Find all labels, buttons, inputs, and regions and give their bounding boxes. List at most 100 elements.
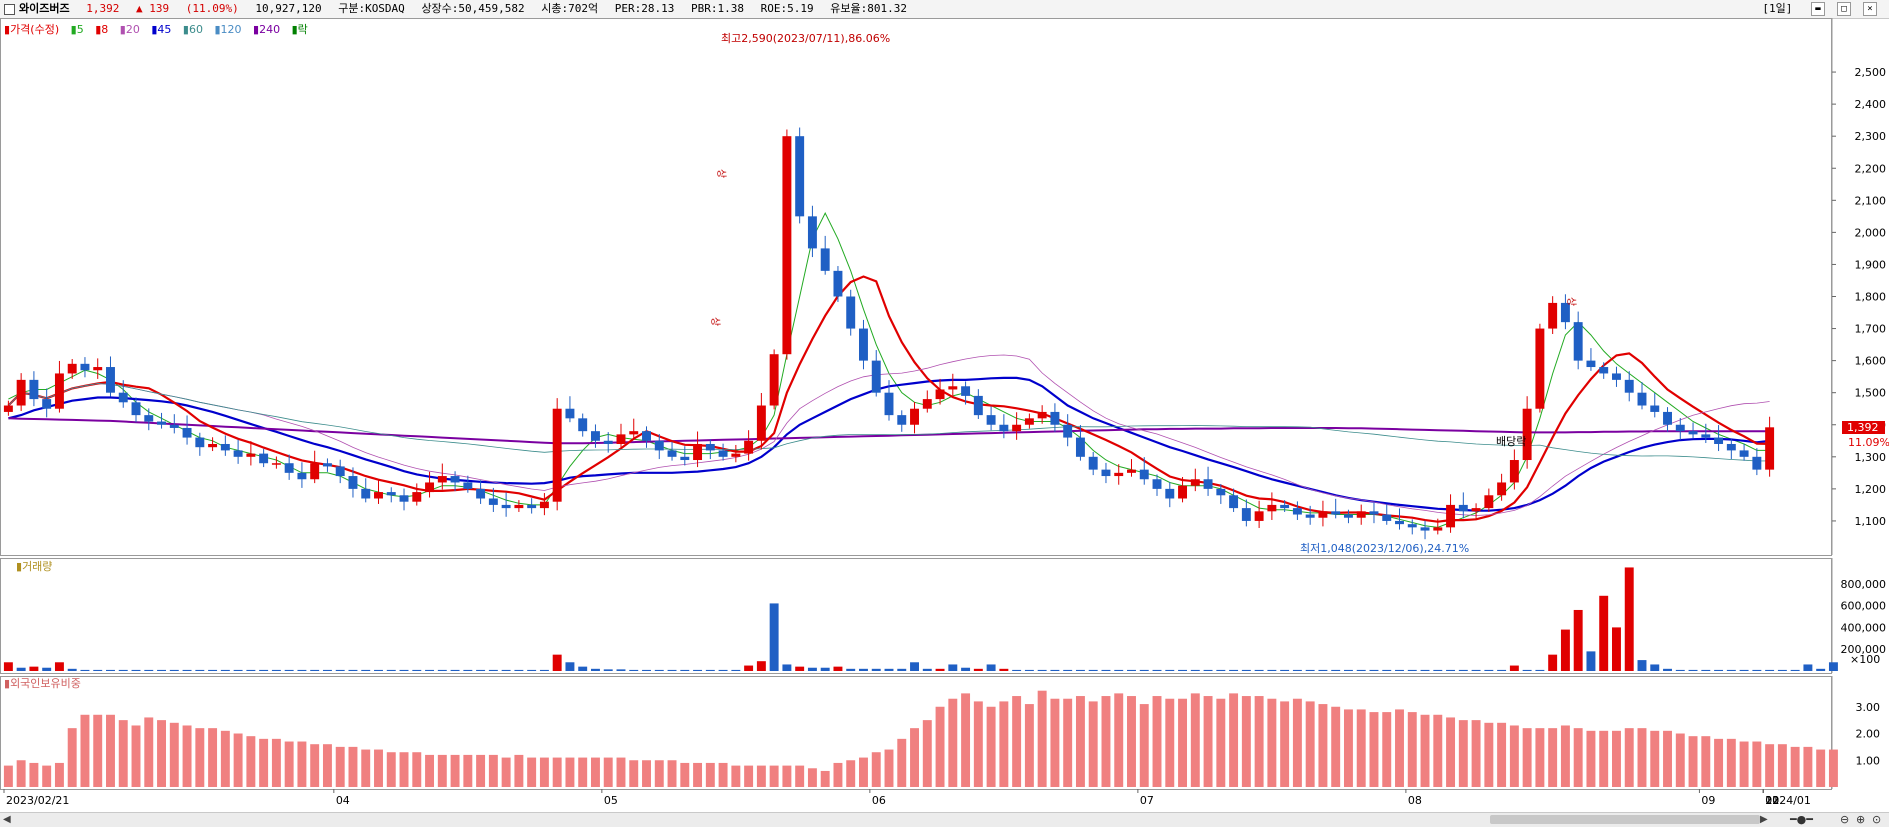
foreign-ratio-bar: [1382, 712, 1392, 787]
foreign-ratio-bar: [1292, 698, 1302, 787]
candle-body: [1024, 418, 1034, 425]
volume-bar: [16, 667, 26, 671]
candle-body: [1127, 469, 1136, 473]
volume-bar: [195, 669, 205, 671]
volume-bar: [1471, 669, 1481, 671]
minimize-icon[interactable]: ▬: [1811, 2, 1825, 16]
foreign-ratio-bar: [782, 765, 792, 787]
high-annotation: 최고2,590(2023/07/11),86.06%: [721, 32, 890, 45]
candle-body: [437, 476, 447, 483]
foreign-ratio-bar: [1560, 725, 1570, 787]
legend-ma120[interactable]: ▮120: [214, 23, 242, 36]
legend-ma8[interactable]: ▮8: [95, 23, 109, 36]
volume-tick-label: 600,000: [1841, 600, 1887, 613]
foreign-ratio-bar: [1548, 728, 1558, 787]
candle-body: [501, 504, 511, 509]
candle-body: [973, 395, 983, 416]
volume-bar: [897, 668, 907, 671]
axes: 1,1001,2001,3001,4001,5001,6001,7001,800…: [3, 66, 1887, 807]
candle-body: [1190, 479, 1200, 486]
legend-ma45[interactable]: ▮45: [151, 23, 172, 36]
foreign-ratio-bar: [1535, 728, 1545, 787]
horizontal-scrollbar[interactable]: ◀ ▶ ━●━ ⊖ ⊕ ⊙: [0, 812, 1889, 827]
zoom-out-icon[interactable]: ⊖: [1840, 813, 1850, 826]
candle-body: [1522, 408, 1532, 461]
candle-body: [833, 270, 843, 297]
candle-body: [603, 440, 613, 444]
candle-body: [54, 373, 64, 409]
zoom-slider-icon[interactable]: ━●━: [1790, 813, 1813, 826]
foreign-ratio-bar: [1663, 730, 1672, 787]
volume-bar: [1446, 669, 1456, 671]
volume-bar: [1828, 662, 1838, 671]
candle-body: [667, 450, 677, 457]
foreign-ratio-bar: [1586, 730, 1596, 787]
legend-price[interactable]: ▮가격(수정): [4, 23, 60, 36]
foreign-ratio-bar: [629, 760, 639, 787]
foreign-ratio-bar: [220, 730, 230, 787]
foreign-ratio-bar: [1407, 712, 1417, 787]
legend-ma60[interactable]: ▮60: [182, 23, 203, 36]
candle-body: [1573, 322, 1583, 361]
legend-ex[interactable]: ▮락: [291, 23, 308, 36]
foreign-ratio-bar: [42, 765, 52, 787]
scroll-thumb[interactable]: [1490, 815, 1760, 824]
volume-bar: [756, 661, 766, 671]
volume-bar: [488, 669, 498, 671]
volume-bar: [629, 669, 639, 671]
foreign-ratio-bars: [3, 690, 1838, 787]
maximize-icon[interactable]: □: [1837, 2, 1851, 16]
y-tick-label: 2,400: [1855, 98, 1887, 111]
legend-ma20[interactable]: ▮20: [119, 23, 140, 36]
volume-bars: [3, 567, 1838, 671]
y-tick-label: 1,800: [1855, 291, 1887, 304]
foreign-ratio-bar: [1803, 746, 1813, 787]
foreign-ratio-bar: [667, 760, 677, 787]
legend-ma240[interactable]: ▮240: [253, 23, 281, 36]
candle-body: [552, 408, 562, 502]
zoom-reset-icon[interactable]: ⊙: [1872, 813, 1882, 826]
foreign-ratio-bar: [1714, 738, 1724, 787]
volume-bar: [1675, 669, 1685, 671]
foreign-ratio-bar: [310, 744, 320, 787]
volume-bar: [182, 669, 192, 671]
volume-bar: [1114, 669, 1124, 671]
volume-bar: [973, 668, 983, 671]
foreign-ratio-bar: [986, 706, 996, 787]
volume-bar: [1088, 669, 1098, 671]
volume-bar: [846, 668, 856, 671]
volume-bar: [1369, 669, 1379, 671]
stock-info-bar: 와이즈버즈 1,392 ▲ 139 (11.09%) 10,927,120 구분…: [0, 0, 1889, 19]
close-icon[interactable]: ×: [1863, 2, 1877, 16]
checkbox-icon[interactable]: [4, 4, 15, 15]
candle-body: [284, 463, 294, 473]
volume-bar: [1343, 669, 1353, 671]
scroll-right-icon[interactable]: ▶: [1760, 814, 1768, 825]
scroll-left-icon[interactable]: ◀: [3, 814, 11, 825]
foreign-ratio-bar: [1509, 725, 1519, 787]
stock-chart[interactable]: 1,1001,2001,3001,4001,5001,6001,7001,800…: [0, 18, 1889, 812]
candle-body: [1178, 485, 1188, 499]
volume-bar: [118, 669, 128, 671]
volume-bar: [1420, 669, 1430, 671]
volume-bar: [769, 603, 779, 671]
x-tick-label: 06: [872, 794, 886, 807]
volume-bar: [1726, 669, 1736, 671]
foreign-ratio-bar: [1828, 749, 1838, 787]
x-tick-label: 04: [336, 794, 350, 807]
legend-ma5[interactable]: ▮5: [70, 23, 84, 36]
volume-bar: [1395, 669, 1404, 671]
candle-body: [208, 443, 218, 448]
period-selector[interactable]: [1일]: [1762, 2, 1793, 15]
foreign-ratio-bar: [910, 728, 919, 787]
foreign-ratio-bar: [488, 754, 498, 787]
candle-body: [680, 456, 690, 461]
y-tick-label: 2,500: [1855, 66, 1887, 79]
candle-body: [846, 296, 856, 329]
zoom-in-icon[interactable]: ⊕: [1856, 813, 1866, 826]
candle-body: [67, 363, 77, 374]
volume-bar: [1407, 669, 1417, 671]
volume-bar: [284, 669, 294, 671]
volume-bar: [1331, 669, 1341, 671]
volume-bar: [1586, 651, 1596, 671]
